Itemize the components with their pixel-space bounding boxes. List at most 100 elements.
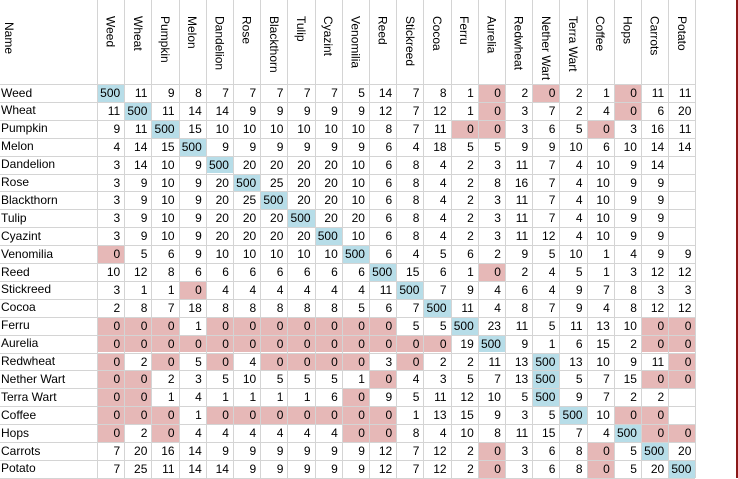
row-header[interactable]: Coffee (1, 407, 37, 422)
value-cell[interactable]: 10 (596, 175, 610, 190)
column-header[interactable]: Pumpkin (151, 0, 178, 84)
diagonal-cell[interactable]: 500 (261, 192, 288, 210)
value-cell[interactable]: 14 (134, 157, 148, 172)
value-cell[interactable]: 5 (521, 390, 529, 405)
row-header[interactable]: Terra Wart (1, 389, 57, 404)
value-cell[interactable]: 8 (249, 300, 257, 315)
value-cell[interactable]: 7 (412, 444, 420, 458)
value-cell[interactable]: 2 (467, 354, 474, 369)
value-cell[interactable]: 9 (630, 193, 637, 208)
zero-cell[interactable]: 0 (98, 317, 125, 335)
value-cell[interactable]: 1 (467, 86, 474, 100)
value-cell[interactable]: 6 (331, 390, 338, 405)
value-cell[interactable]: 9 (521, 336, 529, 351)
value-cell[interactable]: 8 (412, 193, 420, 208)
value-cell[interactable]: 14 (188, 461, 202, 476)
value-cell[interactable]: 9 (276, 444, 284, 458)
value-cell[interactable]: 1 (412, 408, 420, 423)
value-cell[interactable]: 9 (630, 354, 637, 369)
row-header[interactable]: Aurelia (1, 336, 39, 351)
zero-cell[interactable]: 0 (206, 335, 233, 353)
value-cell[interactable]: 10 (596, 408, 610, 423)
value-cell[interactable]: 4 (575, 157, 583, 172)
value-cell[interactable]: 8 (167, 265, 175, 279)
value-cell[interactable]: 1 (167, 390, 175, 405)
value-cell[interactable]: 1 (467, 265, 474, 279)
value-cell[interactable]: 9 (575, 300, 583, 315)
column-header[interactable]: Venomilia (342, 0, 369, 84)
row-header[interactable]: Dandelion (1, 157, 56, 172)
value-cell[interactable]: 4 (195, 390, 202, 405)
value-cell[interactable]: 4 (439, 211, 447, 226)
value-cell[interactable]: 14 (188, 103, 202, 118)
value-cell[interactable]: 20 (678, 103, 692, 118)
value-cell[interactable]: 8 (303, 300, 311, 315)
zero-cell[interactable]: 0 (478, 460, 505, 478)
value-cell[interactable]: 7 (303, 86, 311, 100)
value-cell[interactable]: 4 (249, 354, 257, 369)
value-cell[interactable]: 8 (575, 461, 583, 476)
zero-cell[interactable]: 0 (397, 335, 424, 353)
value-cell[interactable]: 8 (385, 121, 393, 136)
value-cell[interactable]: 5 (439, 318, 447, 333)
value-cell[interactable]: 3 (494, 211, 501, 226)
value-cell[interactable]: 10 (242, 121, 257, 136)
value-cell[interactable]: 6 (385, 157, 393, 172)
value-cell[interactable]: 5 (548, 408, 556, 423)
value-cell[interactable]: 8 (195, 86, 202, 100)
value-cell[interactable]: 7 (548, 211, 556, 226)
value-cell[interactable]: 4 (249, 282, 257, 297)
zero-cell[interactable]: 0 (234, 317, 261, 335)
value-cell[interactable]: 8 (439, 86, 447, 100)
value-cell[interactable]: 6 (385, 300, 393, 315)
value-cell[interactable]: 16 (650, 121, 665, 136)
value-cell[interactable]: 7 (113, 444, 121, 458)
value-cell[interactable]: 7 (331, 86, 338, 100)
value-cell[interactable]: 14 (134, 139, 148, 154)
column-header[interactable]: Dandelion (206, 0, 233, 84)
value-cell[interactable]: 12 (650, 300, 665, 315)
column-header[interactable]: Cocoa (423, 0, 450, 84)
zero-cell[interactable]: 0 (451, 120, 478, 138)
value-cell[interactable]: 4 (358, 282, 365, 297)
value-cell[interactable]: 9 (331, 103, 338, 118)
zero-cell[interactable]: 0 (98, 407, 125, 425)
value-cell[interactable]: 18 (188, 300, 202, 315)
value-cell[interactable]: 4 (439, 193, 447, 208)
value-cell[interactable]: 8 (521, 300, 529, 315)
value-cell[interactable]: 4 (575, 193, 583, 208)
zero-cell[interactable]: 0 (614, 102, 641, 120)
value-cell[interactable]: 12 (378, 103, 393, 118)
value-cell[interactable]: 12 (433, 461, 447, 476)
row-header[interactable]: Venomilia (1, 246, 54, 261)
zero-cell[interactable]: 0 (98, 425, 125, 442)
zero-cell[interactable]: 0 (342, 425, 369, 442)
value-cell[interactable]: 7 (603, 372, 610, 387)
value-cell[interactable]: 15 (188, 121, 202, 136)
value-cell[interactable]: 25 (134, 461, 148, 476)
value-cell[interactable]: 2 (630, 390, 637, 405)
value-cell[interactable]: 13 (433, 408, 447, 423)
value-cell[interactable]: 11 (461, 300, 474, 315)
value-cell[interactable]: 5 (467, 372, 474, 387)
value-cell[interactable]: 8 (412, 211, 420, 226)
value-cell[interactable]: 4 (548, 265, 556, 279)
diagonal-cell[interactable]: 500 (642, 443, 669, 460)
value-cell[interactable]: 9 (276, 461, 284, 476)
column-header[interactable]: Coffee (587, 0, 614, 84)
value-cell[interactable]: 5 (412, 390, 420, 405)
diagonal-cell[interactable]: 500 (152, 120, 179, 138)
row-header[interactable]: Redwheat (1, 354, 56, 368)
value-cell[interactable]: 10 (623, 139, 637, 154)
value-cell[interactable]: 9 (331, 461, 338, 476)
value-cell[interactable]: 9 (303, 444, 311, 458)
zero-cell[interactable]: 0 (614, 85, 641, 102)
value-cell[interactable]: 9 (249, 103, 257, 118)
zero-cell[interactable]: 0 (669, 371, 696, 389)
zero-cell[interactable]: 0 (152, 425, 179, 442)
value-cell[interactable]: 7 (548, 175, 556, 190)
value-cell[interactable]: 7 (412, 461, 420, 476)
value-cell[interactable]: 6 (385, 175, 393, 190)
value-cell[interactable]: 10 (460, 426, 474, 441)
